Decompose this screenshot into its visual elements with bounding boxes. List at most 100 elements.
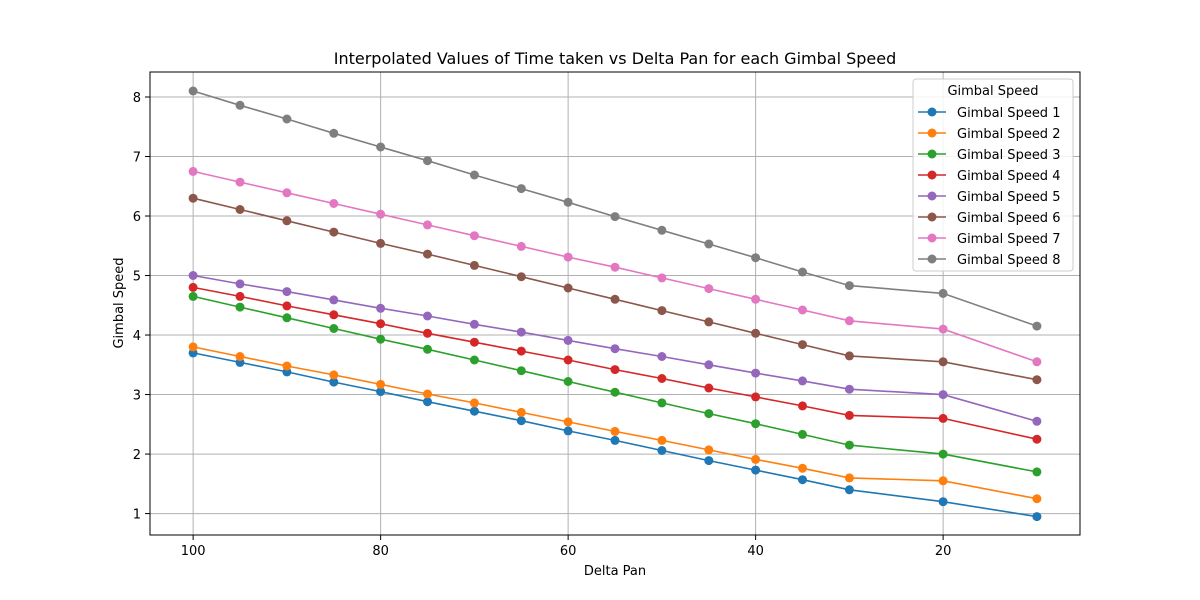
data-point bbox=[376, 142, 386, 152]
data-point bbox=[188, 271, 198, 280]
data-point bbox=[516, 327, 526, 337]
data-point bbox=[610, 435, 620, 445]
data-point bbox=[376, 319, 386, 329]
legend-label: Gimbal Speed 5 bbox=[957, 190, 1060, 205]
data-point bbox=[938, 288, 948, 298]
data-point bbox=[844, 384, 854, 394]
legend-label: Gimbal Speed 4 bbox=[957, 169, 1060, 184]
data-point bbox=[235, 100, 245, 110]
data-point bbox=[329, 310, 339, 320]
data-point bbox=[1032, 357, 1042, 367]
data-point bbox=[376, 387, 386, 397]
data-point bbox=[469, 170, 479, 180]
data-point bbox=[704, 239, 714, 249]
data-point bbox=[704, 284, 714, 294]
y-tick-label: 5 bbox=[133, 270, 141, 285]
data-point bbox=[469, 319, 479, 329]
series-2 bbox=[188, 342, 1042, 504]
legend-box bbox=[912, 78, 1074, 272]
data-point bbox=[282, 216, 292, 226]
data-point bbox=[423, 220, 432, 230]
data-point bbox=[469, 355, 479, 365]
data-point bbox=[844, 410, 854, 420]
data-point bbox=[657, 398, 667, 408]
data-point bbox=[329, 370, 339, 380]
data-point bbox=[610, 294, 620, 304]
data-point bbox=[516, 407, 526, 417]
legend-swatch-marker bbox=[927, 128, 937, 138]
data-point bbox=[235, 352, 245, 361]
data-point bbox=[610, 426, 620, 436]
data-point bbox=[938, 497, 948, 507]
data-point bbox=[563, 355, 573, 365]
data-point bbox=[563, 252, 573, 262]
data-point bbox=[563, 335, 573, 345]
data-point bbox=[844, 316, 854, 326]
series-6 bbox=[188, 193, 1042, 385]
y-axis-label: Gimbal Speed bbox=[112, 257, 127, 348]
legend: Gimbal Speed Gimbal Speed 1 Gimbal Speed … bbox=[912, 78, 1074, 272]
data-point bbox=[516, 241, 526, 251]
x-tick-label: 60 bbox=[560, 544, 577, 559]
legend-swatch-marker bbox=[927, 191, 937, 201]
series-8 bbox=[188, 86, 1042, 331]
data-point bbox=[1032, 512, 1042, 522]
data-point bbox=[1032, 434, 1042, 444]
data-point bbox=[751, 419, 761, 429]
data-point bbox=[938, 324, 948, 334]
data-point bbox=[610, 344, 620, 354]
data-point bbox=[704, 360, 714, 370]
data-point bbox=[844, 281, 854, 291]
series-5 bbox=[188, 271, 1042, 426]
data-point bbox=[188, 166, 198, 176]
data-point bbox=[751, 328, 761, 338]
legend-label: Gimbal Speed 3 bbox=[957, 148, 1060, 163]
data-point bbox=[938, 449, 948, 459]
legend-item-1: Gimbal Speed 1 bbox=[918, 106, 1060, 121]
data-point bbox=[657, 435, 667, 445]
data-point bbox=[235, 302, 245, 312]
data-point bbox=[563, 417, 573, 427]
data-point bbox=[704, 317, 714, 327]
y-tick-label: 2 bbox=[133, 448, 141, 463]
data-point bbox=[235, 205, 245, 214]
data-point bbox=[516, 272, 526, 282]
data-point bbox=[376, 334, 386, 344]
data-point bbox=[235, 291, 245, 301]
series-3 bbox=[188, 291, 1042, 477]
y-tick-label: 7 bbox=[133, 151, 141, 166]
data-point bbox=[657, 225, 667, 235]
data-point bbox=[844, 485, 854, 495]
legend-item-7: Gimbal Speed 7 bbox=[918, 232, 1060, 247]
data-point bbox=[282, 287, 292, 297]
legend-item-5: Gimbal Speed 5 bbox=[918, 190, 1060, 205]
data-point bbox=[282, 313, 292, 323]
series-group bbox=[188, 86, 1042, 522]
data-point bbox=[469, 260, 479, 270]
data-point bbox=[844, 351, 854, 361]
data-point bbox=[798, 429, 807, 439]
data-point bbox=[282, 301, 292, 311]
data-point bbox=[610, 212, 620, 222]
data-point bbox=[469, 337, 479, 347]
legend-item-4: Gimbal Speed 4 bbox=[918, 169, 1060, 184]
data-point bbox=[516, 416, 526, 426]
legend-label: Gimbal Speed 6 bbox=[957, 211, 1060, 226]
data-point bbox=[798, 475, 807, 485]
data-point bbox=[376, 303, 386, 313]
data-point bbox=[516, 184, 526, 194]
data-point bbox=[376, 209, 386, 219]
data-point bbox=[704, 383, 714, 393]
x-axis: 100 80 60 40 20 bbox=[181, 535, 952, 559]
x-tick-label: 20 bbox=[935, 544, 952, 559]
legend-item-8: Gimbal Speed 8 bbox=[918, 253, 1060, 268]
legend-label: Gimbal Speed 2 bbox=[957, 127, 1060, 142]
legend-label: Gimbal Speed 8 bbox=[957, 253, 1060, 268]
data-point bbox=[657, 446, 667, 455]
legend-swatch-marker bbox=[927, 170, 937, 180]
data-point bbox=[704, 409, 714, 419]
data-point bbox=[329, 227, 339, 237]
legend-swatch-marker bbox=[927, 212, 937, 222]
data-point bbox=[235, 177, 245, 187]
